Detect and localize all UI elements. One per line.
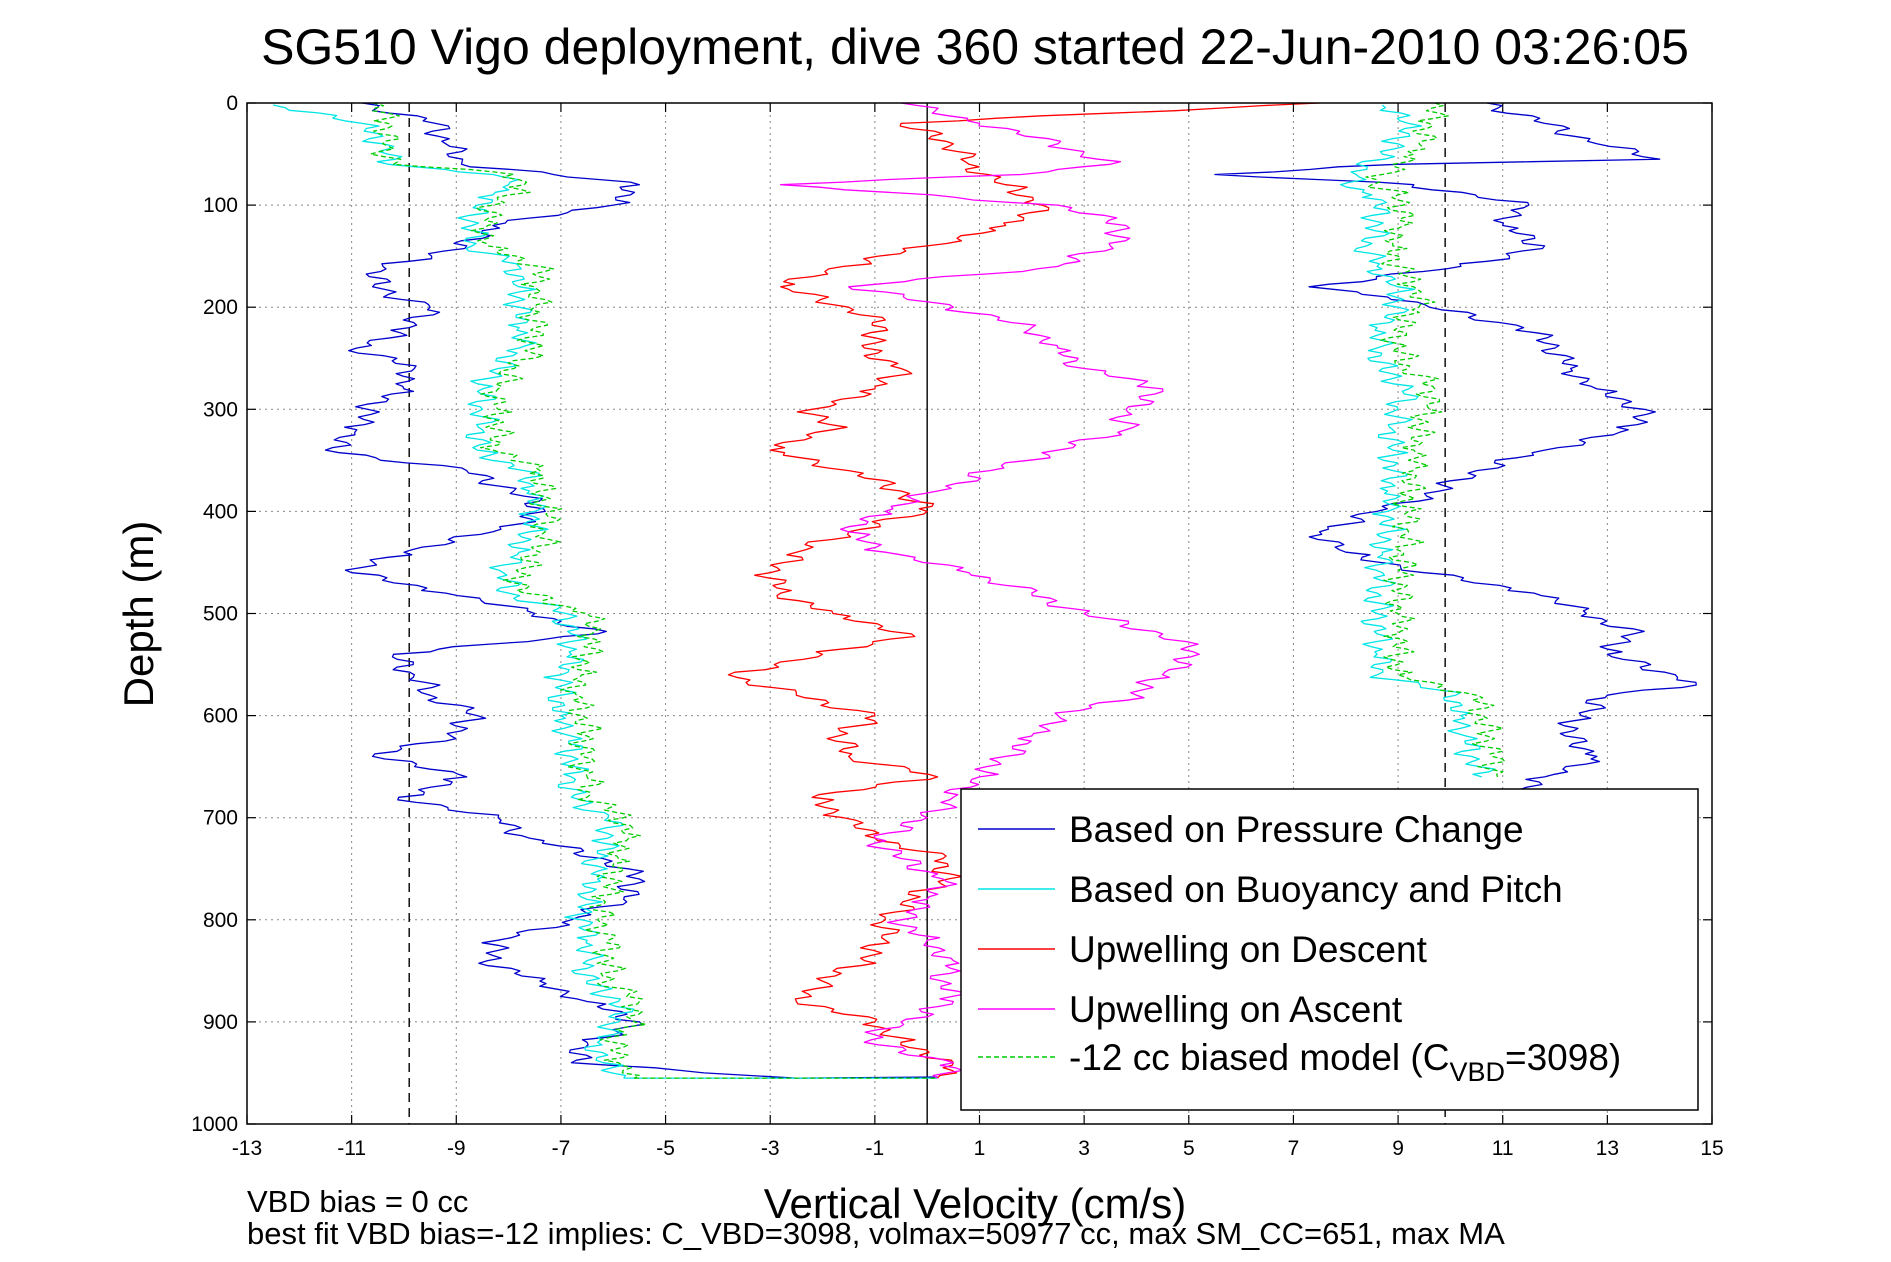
legend-entry: Based on Buoyancy and Pitch bbox=[1069, 869, 1563, 910]
y-tick-label: 0 bbox=[226, 92, 238, 115]
x-tick-label: -9 bbox=[447, 1137, 466, 1160]
series-line bbox=[1214, 102, 1697, 798]
series-line bbox=[369, 102, 647, 1079]
legend-entry: Based on Pressure Change bbox=[1069, 809, 1524, 850]
y-tick-label: 800 bbox=[203, 909, 238, 932]
y-tick-label: 200 bbox=[203, 296, 238, 319]
legend-label-tail: =3098) bbox=[1505, 1037, 1621, 1078]
series-4 bbox=[369, 102, 1506, 1079]
series-2 bbox=[727, 102, 1320, 1079]
x-tick-label: 11 bbox=[1492, 1137, 1514, 1160]
series-3 bbox=[780, 102, 1200, 1079]
x-tick-label: 5 bbox=[1183, 1137, 1195, 1160]
x-tick-label: 1 bbox=[974, 1137, 986, 1160]
reference-lines bbox=[408, 103, 1446, 1124]
y-tick-label: 1000 bbox=[191, 1113, 238, 1136]
legend-label: Based on Buoyancy and Pitch bbox=[1069, 869, 1563, 910]
series-line bbox=[324, 102, 797, 1079]
x-axis-label: Vertical Velocity (cm/s) bbox=[764, 1180, 1186, 1227]
legend: Based on Pressure Change Based on Buoyanc… bbox=[960, 788, 1699, 1111]
legend-label: Upwelling on Descent bbox=[1069, 929, 1428, 970]
y-tick-label: 700 bbox=[203, 807, 238, 830]
x-tick-label: 15 bbox=[1700, 1137, 1723, 1160]
legend-entry: Upwelling on Ascent bbox=[1069, 989, 1403, 1030]
y-tick-label: 100 bbox=[203, 194, 238, 217]
x-tick-label: -13 bbox=[232, 1137, 262, 1160]
axis-ticks: -13 -11 -9 -7 -5 -3 -1 1 3 5 7 9 11 13 150100200300400… bbox=[191, 92, 1723, 1160]
legend-label: -12 cc biased model (C bbox=[1069, 1037, 1449, 1078]
series-line bbox=[727, 102, 1320, 1079]
x-tick-label: -11 bbox=[337, 1137, 366, 1160]
legend-label: Upwelling on Ascent bbox=[1069, 989, 1403, 1030]
series-line bbox=[780, 102, 1200, 1079]
series-layer bbox=[273, 102, 1697, 1079]
y-tick-label: 900 bbox=[203, 1011, 238, 1034]
y-tick-label: 600 bbox=[203, 705, 238, 728]
series-line bbox=[1339, 104, 1496, 778]
x-tick-label: 9 bbox=[1392, 1137, 1404, 1160]
x-tick-label: -5 bbox=[656, 1137, 675, 1160]
series-line bbox=[273, 104, 635, 1079]
legend-label-subscript: VBD bbox=[1449, 1057, 1505, 1087]
legend-label: Based on Pressure Change bbox=[1069, 809, 1524, 850]
footnote-line-2: best fit VBD bias=-12 implies: C_VBD=309… bbox=[247, 1216, 1505, 1251]
legend-entry: Upwelling on Descent bbox=[1069, 929, 1428, 970]
chart-title: SG510 Vigo deployment, dive 360 started … bbox=[261, 19, 1689, 75]
legend-entry: -12 cc biased model (CVBD=3098) bbox=[1069, 1037, 1621, 1087]
footnote-line-1: VBD bias = 0 cc bbox=[247, 1184, 468, 1219]
series-line bbox=[1365, 102, 1506, 778]
x-tick-label: -3 bbox=[761, 1137, 780, 1160]
x-tick-label: -7 bbox=[552, 1137, 571, 1160]
y-axis-label: Depth (m) bbox=[115, 521, 162, 708]
x-tick-label: 3 bbox=[1078, 1137, 1090, 1160]
y-tick-label: 300 bbox=[203, 398, 238, 421]
y-tick-label: 400 bbox=[203, 500, 238, 523]
legend-box bbox=[960, 788, 1699, 1111]
y-tick-label: 500 bbox=[203, 603, 238, 626]
x-tick-label: 13 bbox=[1596, 1137, 1619, 1160]
x-tick-label: 7 bbox=[1288, 1137, 1300, 1160]
x-tick-label: -1 bbox=[866, 1137, 885, 1160]
